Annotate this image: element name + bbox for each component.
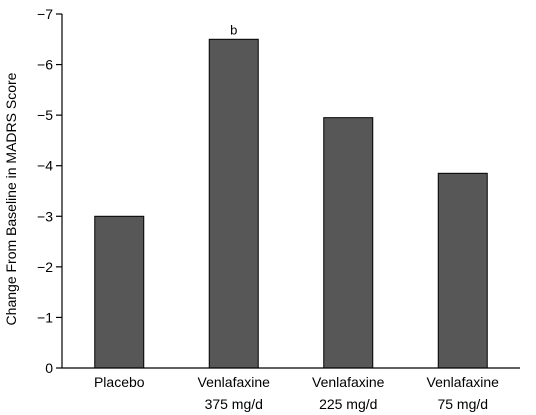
y-axis-ticks: 0 −1 −2 −3 −4 −5 −6 −7 xyxy=(37,6,62,376)
bar xyxy=(208,38,259,369)
bar-annotation: b xyxy=(230,22,237,37)
x-category-label: Placebo xyxy=(94,374,145,390)
y-axis-label: Change From Baseline in MADRS Score xyxy=(3,72,19,325)
bar xyxy=(437,172,488,369)
x-category-label: Venlafaxine xyxy=(198,374,271,390)
y-tick-label: −2 xyxy=(37,259,53,275)
x-category-label: Venlafaxine xyxy=(312,374,385,390)
x-axis-labels: Placebo Venlafaxine 375 mg/d Venlafaxine 225… xyxy=(94,374,499,412)
y-tick-label: 0 xyxy=(45,360,53,376)
x-category-label: 225 mg/d xyxy=(319,396,377,412)
bar xyxy=(94,215,145,369)
x-category-label: Venlafaxine xyxy=(427,374,500,390)
y-tick-label: −7 xyxy=(37,6,53,22)
x-category-label: 75 mg/d xyxy=(437,396,488,412)
y-tick-label: −5 xyxy=(37,107,53,123)
bars: b xyxy=(94,22,488,369)
bar xyxy=(323,117,374,369)
y-tick-label: −3 xyxy=(37,208,53,224)
x-category-label: 375 mg/d xyxy=(205,396,263,412)
y-tick-label: −1 xyxy=(37,309,53,325)
y-tick-label: −4 xyxy=(37,158,53,174)
y-tick-label: −6 xyxy=(37,57,53,73)
